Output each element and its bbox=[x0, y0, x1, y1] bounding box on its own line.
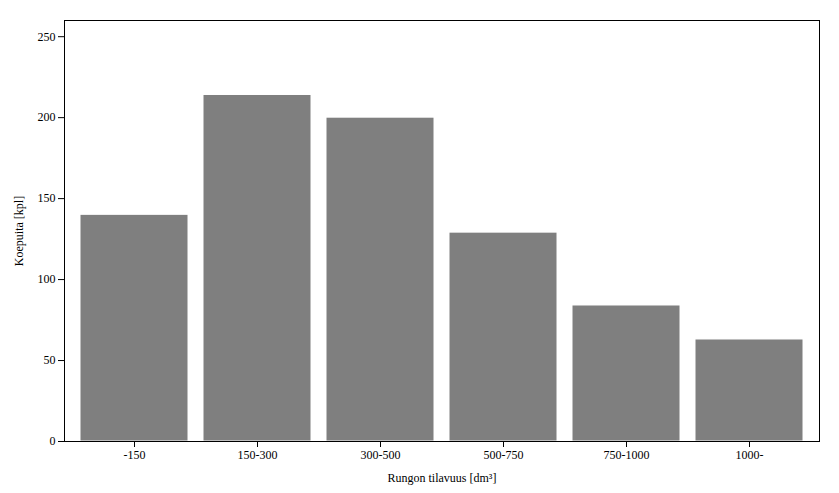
svg-text:0: 0 bbox=[50, 434, 56, 448]
svg-text:150: 150 bbox=[38, 191, 56, 205]
svg-text:250: 250 bbox=[38, 30, 56, 44]
svg-text:50: 50 bbox=[44, 353, 56, 367]
svg-text:200: 200 bbox=[38, 110, 56, 124]
svg-text:300-500: 300-500 bbox=[361, 448, 401, 462]
svg-text:100: 100 bbox=[38, 272, 56, 286]
svg-text:Koepuita [kpl]: Koepuita [kpl] bbox=[12, 196, 26, 266]
svg-text:Rungon tilavuus [dm³]: Rungon tilavuus [dm³] bbox=[388, 471, 497, 485]
svg-text:1000-: 1000- bbox=[736, 448, 764, 462]
svg-text:750-1000: 750-1000 bbox=[604, 448, 650, 462]
svg-text:500-750: 500-750 bbox=[484, 448, 524, 462]
svg-text:150-300: 150-300 bbox=[238, 448, 278, 462]
svg-text:-150: -150 bbox=[124, 448, 146, 462]
